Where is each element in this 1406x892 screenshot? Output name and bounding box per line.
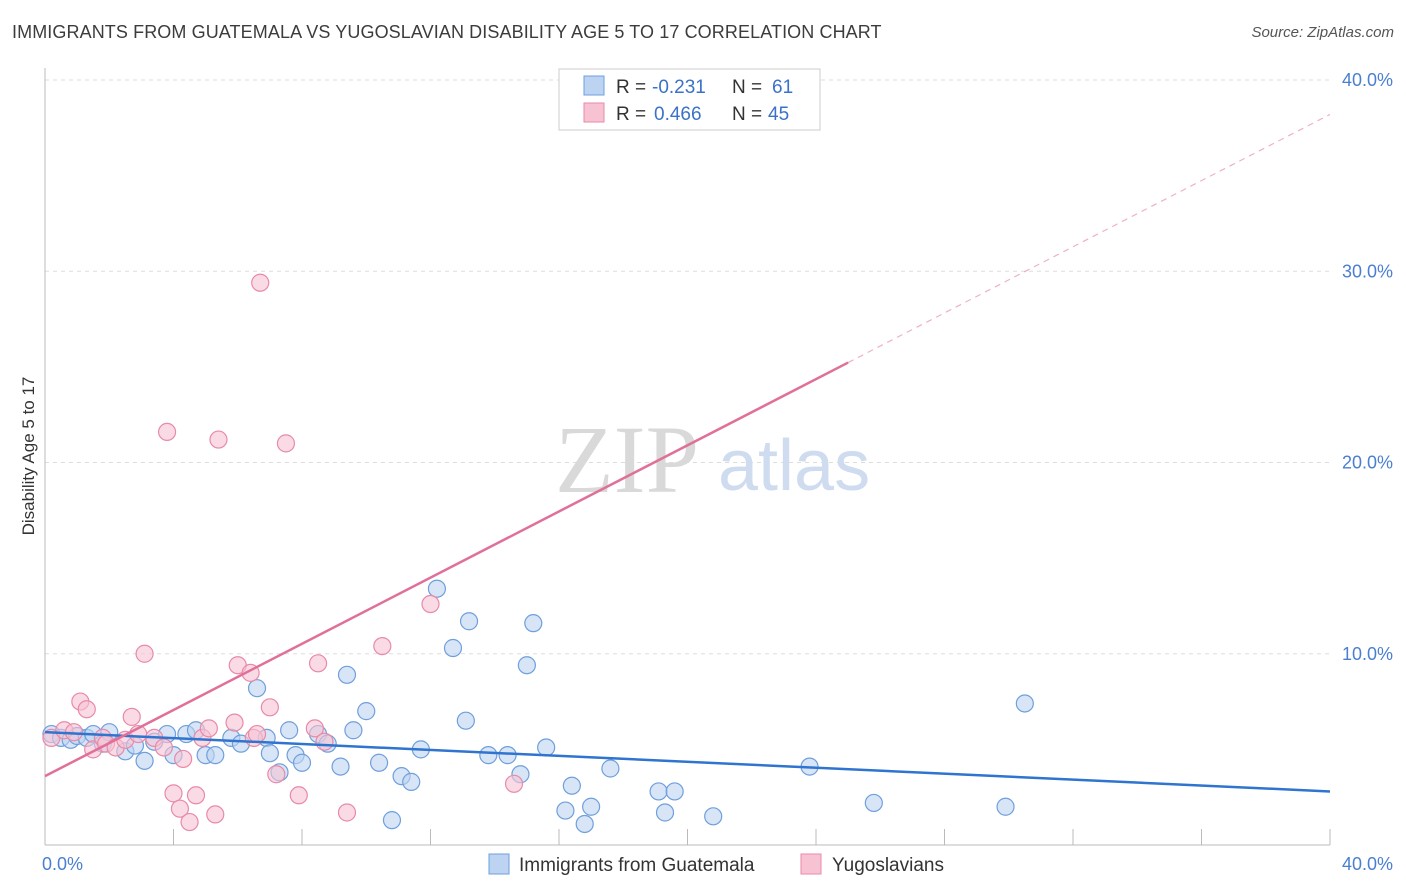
point-guatemala <box>704 807 723 826</box>
x-tick-label-max: 40.0% <box>1342 854 1393 874</box>
grid <box>45 79 1330 655</box>
point-yugoslavian <box>174 749 193 769</box>
trend-lines <box>44 113 1331 793</box>
point-yugoslavian <box>180 812 199 832</box>
trend-line-guatemala <box>44 730 1331 793</box>
point-guatemala <box>280 721 299 740</box>
point-guatemala <box>135 751 154 770</box>
y-tick-label: 40.0% <box>1342 70 1393 90</box>
point-guatemala <box>479 746 498 765</box>
point-yugoslavian <box>135 644 154 663</box>
watermark-atlas: atlas <box>718 426 870 506</box>
point-guatemala <box>582 797 601 816</box>
point-guatemala <box>456 711 475 730</box>
stats-n-value-pink: 45 <box>768 104 789 125</box>
point-yugoslavian <box>504 774 524 793</box>
point-yugoslavian <box>186 786 206 805</box>
point-guatemala <box>601 759 620 778</box>
stats-r-value-pink: 0.466 <box>654 104 702 125</box>
point-yugoslavian <box>373 636 392 656</box>
y-axis-label: Disability Age 5 to 17 <box>19 377 38 536</box>
point-guatemala <box>537 738 556 757</box>
point-guatemala <box>996 797 1015 816</box>
stats-n-label-pink: N = <box>732 104 762 125</box>
point-yugoslavian <box>206 805 225 824</box>
point-yugoslavian <box>251 273 270 292</box>
point-guatemala <box>498 746 517 765</box>
point-guatemala <box>382 811 402 830</box>
axes <box>44 68 1331 846</box>
point-guatemala <box>402 772 421 791</box>
stats-n-label-blue: N = <box>732 77 762 98</box>
point-guatemala <box>556 801 575 820</box>
point-guatemala <box>459 612 479 631</box>
point-yugoslavian <box>289 786 308 805</box>
tick-labels: 10.0% 20.0% 30.0% 40.0% 0.0% 40.0% <box>42 70 1393 874</box>
legend-label-yugoslavians: Yugoslavians <box>832 855 944 876</box>
y-tick-label: 10.0% <box>1342 644 1393 664</box>
point-yugoslavian <box>164 784 183 803</box>
stats-r-label-pink: R = <box>616 104 646 125</box>
point-yugoslavian <box>154 738 173 757</box>
legend-swatch-yugoslavians <box>800 853 822 875</box>
point-guatemala <box>260 744 279 763</box>
point-yugoslavian <box>305 719 324 738</box>
point-guatemala <box>524 614 543 633</box>
stats-swatch-pink <box>583 102 605 123</box>
point-guatemala <box>517 656 536 675</box>
watermark: ZIP atlas <box>555 406 870 513</box>
chart-title: IMMIGRANTS FROM GUATEMALA VS YUGOSLAVIAN… <box>12 22 882 42</box>
point-yugoslavian <box>170 799 190 818</box>
legend-label-guatemala: Immigrants from Guatemala <box>519 855 755 876</box>
stats-r-label-blue: R = <box>616 77 646 98</box>
trend-line-yugoslavian <box>44 361 849 778</box>
point-guatemala <box>443 638 463 658</box>
point-guatemala <box>247 679 267 698</box>
point-guatemala <box>665 782 684 801</box>
stats-n-value-blue: 61 <box>772 77 793 98</box>
point-guatemala <box>562 776 581 795</box>
point-yugoslavian <box>157 422 177 441</box>
point-guatemala <box>655 803 675 822</box>
point-guatemala <box>649 782 668 801</box>
point-yugoslavian <box>315 732 334 751</box>
legend-swatch-guatemala <box>488 853 510 875</box>
point-yugoslavian <box>225 713 244 732</box>
point-yugoslavian <box>209 430 228 449</box>
point-yugoslavian <box>337 803 357 822</box>
point-guatemala <box>337 665 357 684</box>
point-guatemala <box>370 753 389 772</box>
watermark-zip: ZIP <box>555 406 699 513</box>
point-guatemala <box>1015 694 1034 713</box>
point-guatemala <box>206 746 225 765</box>
point-yugoslavian <box>77 700 96 719</box>
stats-box: R = -0.231 N = 61 R = 0.466 N = 45 <box>558 68 821 131</box>
chart-source: Source: ZipAtlas.com <box>1251 24 1394 41</box>
trend-line-extension-yugoslavian <box>847 113 1331 364</box>
point-guatemala <box>331 757 350 776</box>
point-yugoslavian <box>260 698 279 717</box>
point-yugoslavian <box>276 434 296 453</box>
point-yugoslavian <box>122 707 141 726</box>
point-yugoslavian <box>308 654 328 673</box>
point-yugoslavian <box>267 765 286 784</box>
point-yugoslavian <box>199 719 218 738</box>
data-points <box>42 273 1034 834</box>
stats-r-value-blue: -0.231 <box>652 77 706 98</box>
point-guatemala <box>344 721 363 740</box>
point-yugoslavian <box>421 594 440 614</box>
point-guatemala <box>357 702 376 721</box>
point-guatemala <box>575 814 594 834</box>
point-guatemala <box>292 753 312 772</box>
x-tick-label-min: 0.0% <box>42 854 83 874</box>
y-tick-label: 20.0% <box>1342 453 1393 473</box>
y-tick-label: 30.0% <box>1342 261 1393 281</box>
point-yugoslavian <box>247 724 267 744</box>
legend: Immigrants from Guatemala Yugoslavians <box>488 853 944 876</box>
point-guatemala <box>427 579 447 598</box>
point-guatemala <box>864 793 883 813</box>
stats-swatch-blue <box>583 75 605 96</box>
